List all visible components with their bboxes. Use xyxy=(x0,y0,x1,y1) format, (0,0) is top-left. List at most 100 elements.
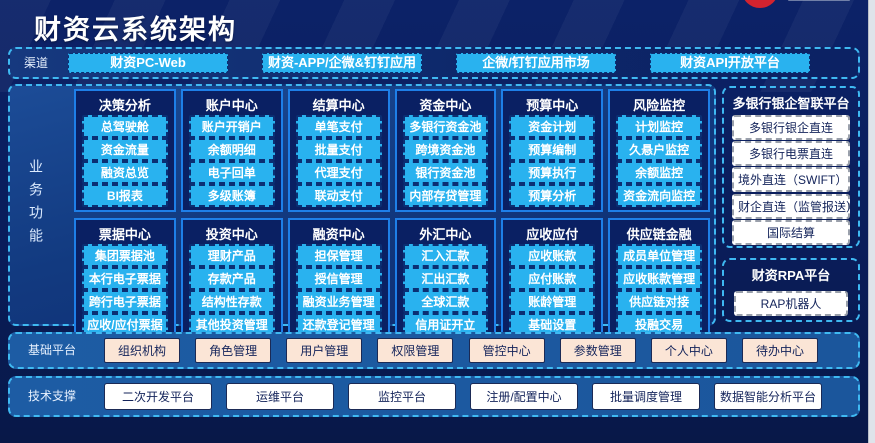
base-platform-button: 权限管理 xyxy=(377,338,454,363)
window-edge-strip xyxy=(868,0,875,443)
module-feature-button: 跨行电子票据 xyxy=(82,290,168,313)
module-items: 资金计划 预算编制 预算执行 预算分析 xyxy=(506,115,598,207)
business-module-card: 应收应付 应收账款 应付账款 账龄管理 基础设置 xyxy=(501,218,604,341)
module-feature-button: 账龄管理 xyxy=(509,290,596,313)
business-functions-area: 业务功能 决策分析 总驾驶舱 资金流量 融资总览 BI报表 账户中心 账户开销户 余额明… xyxy=(8,84,716,341)
module-items: 单笔支付 批量支付 代理支付 联动支付 xyxy=(293,115,385,207)
brand-logo-text xyxy=(788,0,850,1)
business-modules-grid: 决策分析 总驾驶舱 资金流量 融资总览 BI报表 账户中心 账户开销户 余额明细 电子回单… xyxy=(74,89,710,341)
module-feature-button: 存款产品 xyxy=(188,267,275,290)
module-items: 计划监控 久悬户监控 余额监控 资金流向监控 xyxy=(613,115,705,207)
module-title: 供应链金融 xyxy=(626,227,692,242)
module-feature-button: 成员单位管理 xyxy=(616,244,702,267)
business-module-card: 供应链金融 成员单位管理 应收账款管理 供应链对接 投融交易 xyxy=(608,218,710,341)
module-title: 应收应付 xyxy=(526,227,579,242)
bank-link-item: 境外直连（SWIFT） xyxy=(732,167,850,193)
module-feature-button: 资金计划 xyxy=(509,115,596,138)
module-title: 结算中心 xyxy=(312,98,365,113)
module-feature-button: 内部存贷管理 xyxy=(402,184,489,207)
module-feature-button: 融资总览 xyxy=(82,161,168,184)
module-feature-button: 跨境资金池 xyxy=(402,138,489,161)
module-feature-button: 计划监控 xyxy=(616,115,702,138)
module-title: 票据中心 xyxy=(98,227,151,242)
business-module-card: 决策分析 总驾驶舱 资金流量 融资总览 BI报表 xyxy=(74,89,176,212)
bank-link-item: 国际结算 xyxy=(732,219,850,245)
channel-button: 企微/钉钉应用市场 xyxy=(456,53,616,73)
bank-link-item: 多银行电票直连 xyxy=(732,141,850,167)
channels-label: 渠道 xyxy=(24,55,49,70)
base-platform-button: 参数管理 xyxy=(559,338,636,363)
bank-link-item: 财企直连（监管报送） xyxy=(732,193,858,219)
business-module-card: 结算中心 单笔支付 批量支付 代理支付 联动支付 xyxy=(287,89,390,212)
module-title: 投资中心 xyxy=(205,227,258,242)
module-title: 资金中心 xyxy=(419,98,472,113)
channels-row: 渠道 财资PC-Web 财资-APP/企微&钉钉应用 企微/钉钉应用市场 财资API开… xyxy=(8,47,860,79)
module-feature-button: 汇出汇款 xyxy=(402,267,489,290)
module-items: 成员单位管理 应收账款管理 供应链对接 投融交易 xyxy=(613,244,705,336)
module-feature-button: 总驾驶舱 xyxy=(82,115,168,138)
tech-support-items: 二次开发平台 运维平台 监控平台 注册/配置中心 批量调度管理 数据智能分析平台 xyxy=(104,383,858,410)
module-feature-button: 资金流向监控 xyxy=(616,184,702,207)
base-platform-button: 组织机构 xyxy=(104,338,181,363)
module-title: 预算中心 xyxy=(526,98,579,113)
tech-support-button: 注册/配置中心 xyxy=(470,383,578,410)
business-module-card: 外汇中心 汇入汇款 汇出汇款 全球汇款 信用证开立 xyxy=(394,218,497,341)
tech-support-button: 数据智能分析平台 xyxy=(714,383,822,410)
module-items: 汇入汇款 汇出汇款 全球汇款 信用证开立 xyxy=(400,244,492,336)
module-feature-button: 应收账款管理 xyxy=(616,267,702,290)
rpa-platform-items: RAP机器人 xyxy=(724,286,858,320)
module-feature-button: 担保管理 xyxy=(295,244,382,267)
module-feature-button: 结构性存款 xyxy=(188,290,275,313)
module-feature-button: 融资业务管理 xyxy=(295,290,382,313)
base-platform-button: 用户管理 xyxy=(286,338,363,363)
module-feature-button: 电子回单 xyxy=(188,161,275,184)
module-feature-button: 全球汇款 xyxy=(402,290,489,313)
module-feature-button: 代理支付 xyxy=(295,161,382,184)
tech-support-button: 运维平台 xyxy=(226,383,334,410)
business-module-card: 风险监控 计划监控 久悬户监控 余额监控 资金流向监控 xyxy=(608,89,710,212)
bank-link-platform-panel: 多银行银企智联平台 多银行银企直连 多银行电票直连 境外直连（SWIFT） 财企直连（… xyxy=(722,86,860,248)
bank-link-platform-title: 多银行银企智联平台 xyxy=(732,96,850,111)
module-feature-button: 预算分析 xyxy=(509,184,596,207)
module-feature-button: BI报表 xyxy=(82,184,168,207)
module-feature-button: 余额监控 xyxy=(616,161,702,184)
base-platform-button: 待办中心 xyxy=(741,338,818,363)
base-platform-button: 角色管理 xyxy=(195,338,272,363)
channel-button: 财资PC-Web xyxy=(68,53,228,73)
module-feature-button: 供应链对接 xyxy=(616,290,702,313)
module-feature-button: 单笔支付 xyxy=(295,115,382,138)
tech-support-row: 技术支撑 二次开发平台 运维平台 监控平台 注册/配置中心 批量调度管理 数据智能分析平台 xyxy=(8,376,860,417)
module-items: 担保管理 授信管理 融资业务管理 还款登记管理 xyxy=(293,244,385,336)
tech-support-label: 技术支撑 xyxy=(28,389,77,403)
module-feature-button: 资金流量 xyxy=(82,138,168,161)
base-platform-items: 组织机构 角色管理 用户管理 权限管理 管控中心 参数管理 个人中心 待办中心 xyxy=(104,338,858,363)
module-items: 账户开销户 余额明细 电子回单 多级账簿 xyxy=(186,115,278,207)
business-module-card: 投资中心 理财产品 存款产品 结构性存款 其他投资管理 xyxy=(180,218,283,341)
module-title: 融资中心 xyxy=(312,227,365,242)
brand-logo xyxy=(742,0,862,11)
module-items: 总驾驶舱 资金流量 融资总览 BI报表 xyxy=(79,115,171,207)
module-feature-button: 余额明细 xyxy=(188,138,275,161)
channel-button: 财资API开放平台 xyxy=(650,53,810,73)
module-feature-button: 本行电子票据 xyxy=(82,267,168,290)
base-platform-button: 个人中心 xyxy=(650,338,727,363)
module-title: 决策分析 xyxy=(98,98,151,113)
bank-link-platform-items: 多银行银企直连 多银行电票直连 境外直连（SWIFT） 财企直连（监管报送） 国际结算 xyxy=(724,114,858,246)
module-feature-button: 银行资金池 xyxy=(402,161,489,184)
module-feature-button: 应收账款 xyxy=(509,244,596,267)
business-functions-label: 业务功能 xyxy=(28,159,44,251)
business-module-card: 资金中心 多银行资金池 跨境资金池 银行资金池 内部存贷管理 xyxy=(394,89,497,212)
base-platform-row: 基础平台 组织机构 角色管理 用户管理 权限管理 管控中心 参数管理 个人中心 待办中心 xyxy=(8,332,860,369)
tech-support-button: 二次开发平台 xyxy=(104,383,212,410)
base-platform-button: 管控中心 xyxy=(468,338,545,363)
brand-logo-icon xyxy=(742,0,778,8)
module-feature-button: 账户开销户 xyxy=(188,115,275,138)
module-feature-button: 多级账簿 xyxy=(188,184,275,207)
module-feature-button: 多银行资金池 xyxy=(402,115,489,138)
page-title: 财资云系统架构 xyxy=(34,15,237,45)
module-title: 外汇中心 xyxy=(419,227,472,242)
module-title: 风险监控 xyxy=(633,98,686,113)
module-items: 多银行资金池 跨境资金池 银行资金池 内部存贷管理 xyxy=(400,115,492,207)
module-feature-button: 预算执行 xyxy=(509,161,596,184)
